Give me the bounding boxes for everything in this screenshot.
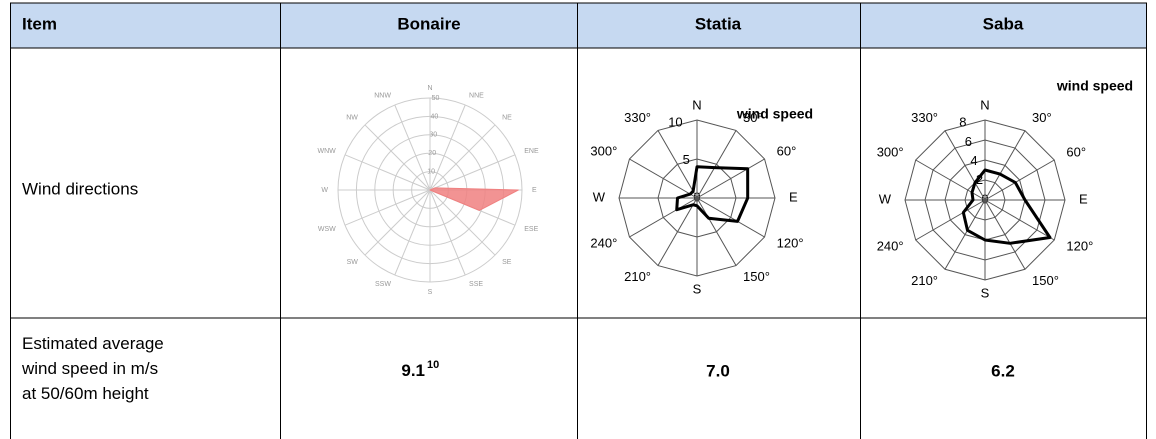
spoke bbox=[629, 158, 698, 199]
direction-label: 210° bbox=[624, 269, 651, 284]
direction-label: 240° bbox=[590, 235, 617, 250]
spoke bbox=[344, 189, 431, 226]
direction-label: 120° bbox=[1066, 238, 1093, 253]
direction-label: SE bbox=[502, 259, 512, 266]
direction-label: W bbox=[321, 187, 328, 194]
spoke bbox=[344, 154, 431, 191]
ring-label: 40 bbox=[431, 113, 439, 120]
ring-label: 6 bbox=[965, 134, 972, 149]
grid bbox=[10, 2, 1147, 439]
spoke bbox=[394, 104, 431, 191]
spoke bbox=[364, 124, 431, 191]
direction-label: S bbox=[693, 281, 702, 296]
ring-label: 20 bbox=[428, 150, 436, 157]
direction-label: 240° bbox=[877, 238, 904, 253]
spoke bbox=[915, 199, 986, 241]
row-label: Estimated average wind speed in m/s at 50/… bbox=[21, 334, 164, 403]
direction-label: S bbox=[981, 285, 990, 300]
direction-label: SSE bbox=[469, 281, 483, 288]
spoke bbox=[429, 124, 496, 191]
spoke bbox=[984, 199, 1055, 241]
spoke bbox=[944, 199, 986, 270]
direction-label: 30° bbox=[1032, 110, 1052, 125]
ring-label: 10 bbox=[668, 114, 682, 129]
direction-label: NNE bbox=[469, 93, 484, 100]
direction-label: N bbox=[692, 97, 701, 112]
spoke bbox=[657, 197, 698, 266]
direction-label: 60° bbox=[777, 143, 797, 158]
ring-label: 5 bbox=[683, 152, 690, 167]
ring-label: 2 bbox=[976, 172, 983, 187]
direction-label: 150° bbox=[1032, 273, 1059, 288]
header-cell: Statia bbox=[695, 14, 742, 33]
header-bg bbox=[10, 3, 1147, 48]
ring-label: 30 bbox=[429, 132, 437, 139]
direction-label: WSW bbox=[318, 226, 336, 233]
direction-label: NW bbox=[346, 115, 358, 122]
direction-label: SSW bbox=[375, 281, 391, 288]
direction-label: ENE bbox=[524, 148, 539, 155]
direction-label: E bbox=[532, 187, 537, 194]
cell-value: 6.2 bbox=[991, 361, 1015, 380]
spoke bbox=[984, 199, 1026, 270]
rose-title: wind speed bbox=[736, 106, 813, 122]
spoke bbox=[629, 197, 698, 238]
spoke bbox=[696, 130, 737, 199]
spoke bbox=[984, 159, 1055, 201]
spoke bbox=[696, 158, 765, 199]
wind-polygon bbox=[675, 165, 750, 223]
direction-label: E bbox=[1079, 191, 1088, 206]
wind-polygon bbox=[961, 168, 1052, 245]
direction-label: N bbox=[427, 85, 432, 92]
spoke bbox=[429, 189, 466, 276]
direction-label: 300° bbox=[877, 144, 904, 159]
direction-label: N bbox=[980, 97, 989, 112]
spoke bbox=[429, 104, 466, 191]
spoke bbox=[429, 189, 496, 256]
direction-label: 60° bbox=[1066, 144, 1086, 159]
direction-label: 210° bbox=[911, 273, 938, 288]
spoke bbox=[364, 189, 431, 256]
spoke bbox=[657, 130, 698, 199]
direction-label: 150° bbox=[743, 269, 770, 284]
wind-polygon bbox=[429, 187, 519, 211]
spoke bbox=[429, 154, 516, 191]
direction-label: 30° bbox=[743, 110, 763, 125]
direction-label: E bbox=[789, 189, 798, 204]
cell-value: 9.1 bbox=[401, 361, 425, 380]
spoke bbox=[394, 189, 431, 276]
direction-label: NNW bbox=[374, 93, 391, 100]
direction-label: SW bbox=[347, 259, 359, 266]
ring-label: 8 bbox=[959, 115, 966, 130]
direction-label: ESE bbox=[524, 226, 538, 233]
direction-label: 330° bbox=[624, 110, 651, 125]
spoke bbox=[696, 197, 737, 266]
header-cell: Bonaire bbox=[397, 14, 460, 33]
cell-value: 7.0 bbox=[706, 361, 730, 380]
direction-label: NE bbox=[502, 115, 512, 122]
direction-label: W bbox=[593, 189, 606, 204]
direction-label: W bbox=[879, 191, 892, 206]
spoke bbox=[696, 197, 765, 238]
row-label: Wind directions bbox=[22, 179, 138, 198]
direction-label: 120° bbox=[777, 235, 804, 250]
direction-label: WNW bbox=[317, 148, 336, 155]
spoke bbox=[944, 130, 986, 201]
header-cell: Saba bbox=[983, 14, 1024, 33]
rose-title: wind speed bbox=[1056, 78, 1133, 94]
header-cell: Item bbox=[22, 14, 57, 33]
ring-label: 50 bbox=[432, 95, 440, 102]
direction-label: 330° bbox=[911, 110, 938, 125]
footnote-ref: 10 bbox=[427, 359, 439, 371]
value: 9.1 bbox=[401, 361, 425, 380]
ring-label: 10 bbox=[427, 168, 435, 175]
direction-label: 300° bbox=[590, 143, 617, 158]
ring-label: 4 bbox=[970, 153, 977, 168]
direction-label: S bbox=[428, 289, 433, 296]
spoke bbox=[984, 130, 1026, 201]
